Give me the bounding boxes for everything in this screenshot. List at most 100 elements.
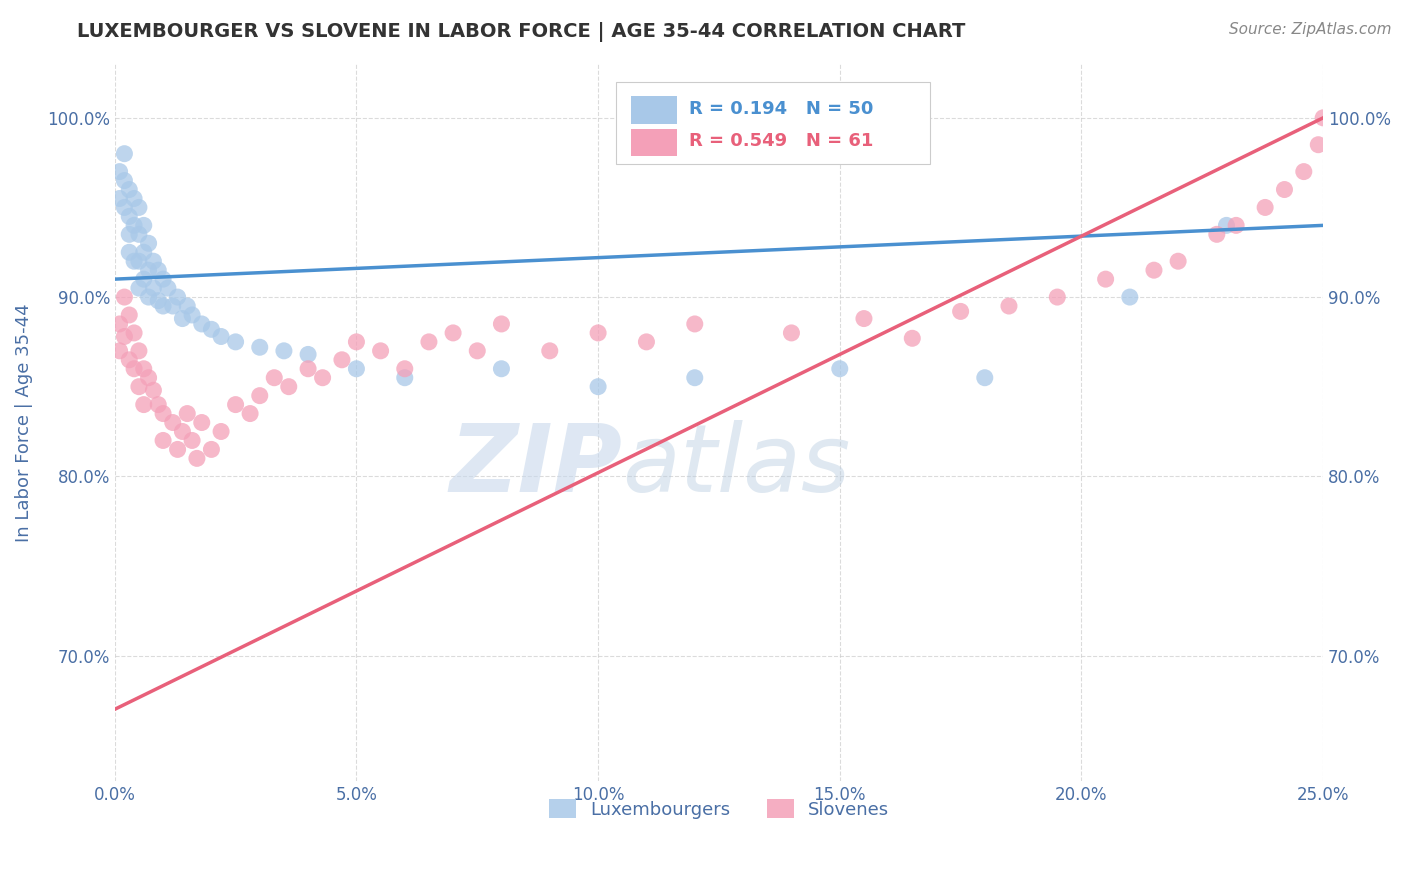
Point (1254, 201, 1277, 215)
Point (683, 317, 706, 331)
Point (1094, 272, 1116, 286)
Point (112, 146, 135, 161)
Point (346, 361, 368, 376)
Point (1274, 182, 1296, 196)
Point (852, 311, 875, 326)
Point (586, 379, 609, 393)
Point (138, 370, 160, 384)
Point (1167, 254, 1189, 268)
Point (172, 311, 194, 326)
Point (128, 227, 150, 242)
Point (200, 322, 222, 336)
FancyBboxPatch shape (631, 128, 676, 156)
Point (166, 290, 188, 304)
Point (297, 347, 319, 361)
Point (152, 407, 174, 421)
Point (118, 352, 141, 367)
Text: atlas: atlas (623, 420, 851, 511)
Point (1308, 137, 1330, 152)
Point (330, 352, 353, 367)
Point (273, 343, 295, 358)
Point (225, 398, 247, 412)
Point (122, 254, 145, 268)
Point (394, 370, 416, 384)
Point (186, 451, 208, 466)
Point (636, 334, 658, 349)
Point (108, 164, 131, 178)
Point (132, 272, 155, 286)
Point (586, 326, 609, 340)
Point (142, 281, 165, 295)
Point (118, 210, 141, 224)
Point (181, 308, 204, 322)
Point (138, 236, 160, 251)
Point (108, 343, 131, 358)
Point (200, 442, 222, 457)
Point (142, 254, 165, 268)
Point (277, 379, 299, 393)
Point (209, 329, 232, 343)
Point (166, 442, 188, 457)
Point (239, 407, 262, 421)
Point (132, 245, 155, 260)
Point (1225, 219, 1247, 233)
Point (162, 299, 184, 313)
Point (138, 290, 160, 304)
Point (172, 425, 194, 439)
Point (122, 361, 145, 376)
Point (370, 343, 392, 358)
Point (132, 361, 155, 376)
Point (132, 219, 155, 233)
Point (949, 304, 972, 318)
Point (441, 326, 464, 340)
Point (122, 219, 145, 233)
Y-axis label: In Labor Force | Age 35-44: In Labor Force | Age 35-44 (15, 303, 32, 541)
Point (491, 317, 513, 331)
Point (190, 416, 212, 430)
Point (1215, 219, 1237, 233)
Point (108, 317, 131, 331)
Point (112, 290, 135, 304)
Point (128, 201, 150, 215)
Point (152, 272, 174, 286)
Point (128, 254, 150, 268)
Text: LUXEMBOURGER VS SLOVENE IN LABOR FORCE | AGE 35-44 CORRELATION CHART: LUXEMBOURGER VS SLOVENE IN LABOR FORCE |… (77, 22, 966, 42)
Point (1292, 164, 1315, 178)
Point (311, 370, 333, 384)
Point (1205, 227, 1227, 242)
Point (491, 361, 513, 376)
Text: Source: ZipAtlas.com: Source: ZipAtlas.com (1229, 22, 1392, 37)
Point (780, 326, 803, 340)
Point (1312, 111, 1334, 125)
Point (181, 434, 204, 448)
Point (249, 389, 271, 403)
Point (418, 334, 440, 349)
Legend: Luxembourgers, Slovenes: Luxembourgers, Slovenes (541, 792, 897, 826)
Point (190, 317, 212, 331)
Point (209, 425, 232, 439)
Point (156, 281, 179, 295)
Point (1143, 263, 1166, 277)
Point (297, 361, 319, 376)
Point (176, 299, 198, 313)
FancyBboxPatch shape (616, 82, 931, 164)
Point (128, 379, 150, 393)
Point (828, 361, 851, 376)
Point (249, 340, 271, 354)
Point (122, 192, 145, 206)
Point (152, 434, 174, 448)
Point (118, 227, 141, 242)
Point (142, 384, 165, 398)
Point (394, 361, 416, 376)
Point (346, 334, 368, 349)
Point (148, 293, 170, 308)
FancyBboxPatch shape (631, 96, 676, 124)
Point (176, 407, 198, 421)
Point (118, 308, 141, 322)
Point (263, 370, 285, 384)
Point (112, 329, 135, 343)
Point (225, 334, 247, 349)
Point (118, 182, 141, 196)
Text: R = 0.194   N = 50: R = 0.194 N = 50 (689, 100, 873, 119)
Point (1046, 290, 1069, 304)
